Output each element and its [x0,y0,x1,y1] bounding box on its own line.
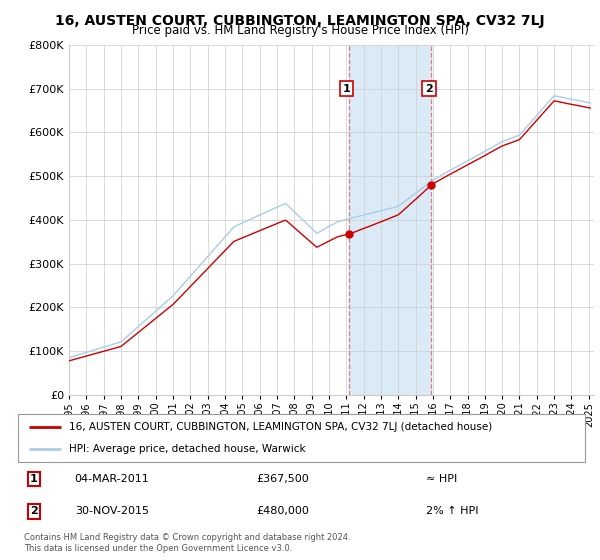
Text: 1: 1 [30,474,38,484]
Text: 16, AUSTEN COURT, CUBBINGTON, LEAMINGTON SPA, CV32 7LJ (detached house): 16, AUSTEN COURT, CUBBINGTON, LEAMINGTON… [69,422,492,432]
Text: Price paid vs. HM Land Registry's House Price Index (HPI): Price paid vs. HM Land Registry's House … [131,24,469,37]
Text: 2: 2 [30,506,38,516]
Text: ≈ HPI: ≈ HPI [426,474,457,484]
FancyBboxPatch shape [18,414,585,462]
Text: Contains HM Land Registry data © Crown copyright and database right 2024.
This d: Contains HM Land Registry data © Crown c… [24,533,350,553]
Text: 2% ↑ HPI: 2% ↑ HPI [426,506,479,516]
Text: HPI: Average price, detached house, Warwick: HPI: Average price, detached house, Warw… [69,444,305,454]
Text: 1: 1 [343,83,350,94]
Text: £480,000: £480,000 [256,506,309,516]
Text: £367,500: £367,500 [256,474,309,484]
Text: 04-MAR-2011: 04-MAR-2011 [75,474,149,484]
Text: 30-NOV-2015: 30-NOV-2015 [75,506,149,516]
Bar [349,45,431,395]
Text: 2: 2 [425,83,433,94]
Text: 16, AUSTEN COURT, CUBBINGTON, LEAMINGTON SPA, CV32 7LJ: 16, AUSTEN COURT, CUBBINGTON, LEAMINGTON… [55,14,545,28]
